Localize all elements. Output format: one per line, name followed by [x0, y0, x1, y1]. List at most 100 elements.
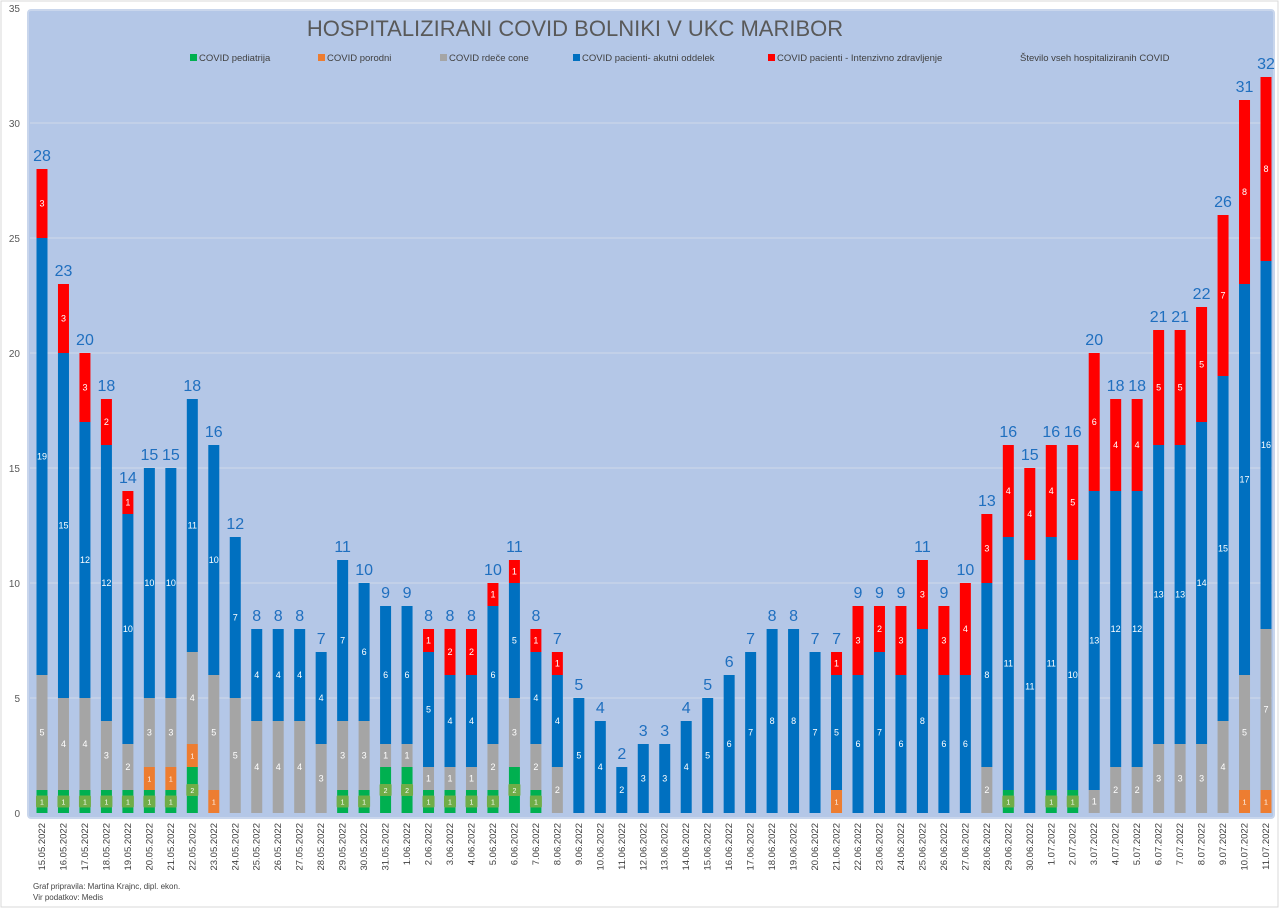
data-label-box [1066, 795, 1079, 808]
x-tick-label: 28.05.2022 [316, 823, 327, 871]
legend-label: COVID pacienti - Intenzivno zdravljenje [777, 53, 942, 64]
data-label: 2 [533, 762, 538, 772]
x-tick-label: 21.06.2022 [832, 823, 843, 871]
data-label: 14 [1197, 578, 1207, 588]
data-label: 3 [104, 751, 109, 761]
total-label: 18 [1107, 378, 1125, 395]
data-label-box [444, 795, 456, 808]
legend-marker [573, 54, 580, 61]
data-label: 1 [147, 800, 151, 807]
data-label: 10 [209, 555, 219, 565]
total-label: 18 [98, 378, 116, 395]
data-label: 11 [188, 521, 197, 531]
data-label: 2 [555, 785, 560, 795]
bar-segment [208, 445, 220, 675]
total-label: 16 [205, 424, 223, 441]
data-label: 1 [470, 800, 474, 807]
bar-segment [251, 629, 263, 721]
x-tick-label: 9.07.2022 [1218, 823, 1229, 865]
total-label: 3 [660, 723, 669, 740]
bar-segment [36, 169, 48, 238]
bar-segment [401, 744, 413, 767]
data-label: 1 [534, 800, 538, 807]
bar-segment [444, 629, 456, 675]
bar-segment [79, 422, 91, 698]
data-label: 4 [1006, 486, 1011, 496]
bar-segment [508, 583, 520, 698]
data-label-box [336, 795, 349, 808]
data-label: 5 [1199, 360, 1204, 370]
x-tick-label: 24.06.2022 [896, 823, 907, 871]
footer-source: Vir podatkov: Medis [33, 893, 104, 902]
legend-label-total: Število vseh hospitaliziranih COVID [1020, 53, 1170, 64]
x-tick-label: 29.06.2022 [1003, 823, 1014, 871]
bar-segment [165, 767, 177, 790]
data-label: 6 [941, 739, 946, 749]
data-label: 7 [1221, 291, 1226, 301]
total-label: 13 [978, 493, 996, 510]
bar-segment [1174, 330, 1186, 445]
total-label: 12 [226, 516, 244, 533]
total-label: 7 [832, 631, 841, 648]
data-label: 17 [1240, 475, 1250, 485]
data-label: 3 [340, 751, 345, 761]
x-tick-label: 4.07.2022 [1111, 823, 1122, 865]
bar-segment [165, 698, 177, 767]
x-tick-label: 25.05.2022 [252, 823, 263, 871]
data-label: 1 [83, 800, 87, 807]
bar-segment [100, 445, 112, 721]
data-label: 6 [405, 670, 410, 680]
x-tick-label: 24.05.2022 [230, 823, 241, 871]
bar-segment [143, 698, 155, 767]
data-label: 1 [104, 800, 108, 807]
x-tick-label: 13.06.2022 [660, 823, 671, 871]
data-label: 4 [190, 693, 195, 703]
bar-segment [337, 721, 349, 790]
bar-segment [659, 744, 671, 813]
bar-segment [702, 698, 714, 813]
bar-segment [165, 468, 177, 698]
data-label: 19 [37, 452, 47, 462]
bar-segment [208, 790, 220, 813]
bar-segment [380, 606, 392, 744]
total-label: 21 [1150, 309, 1168, 326]
data-label: 2 [384, 788, 388, 795]
bar-segment [272, 629, 284, 721]
data-label: 2 [1113, 785, 1118, 795]
bar-segment [1110, 491, 1122, 767]
bar-segment [1131, 491, 1143, 767]
data-label: 3 [941, 636, 946, 646]
data-label: 3 [855, 636, 860, 646]
x-tick-label: 4.06.2022 [466, 823, 477, 865]
data-label: 1 [383, 751, 388, 761]
total-label: 18 [183, 378, 201, 395]
total-label: 10 [956, 562, 974, 579]
data-label: 3 [1156, 774, 1161, 784]
y-tick-label: 20 [9, 349, 21, 360]
data-label: 11 [1025, 682, 1034, 692]
bar-segment [444, 767, 456, 790]
data-label-box [465, 795, 478, 808]
data-label: 3 [984, 544, 989, 554]
total-label: 21 [1171, 309, 1189, 326]
bar-segment [981, 767, 993, 813]
data-label: 7 [340, 636, 345, 646]
bar-segment [916, 560, 928, 629]
data-label: 6 [898, 739, 903, 749]
data-label: 8 [920, 716, 925, 726]
data-label: 13 [1175, 590, 1185, 600]
data-label: 3 [168, 728, 173, 738]
bar-segment [1260, 790, 1272, 813]
total-label: 15 [1021, 447, 1039, 464]
data-label: 5 [39, 728, 44, 738]
legend-label: COVID pacienti- akutni oddelek [582, 53, 715, 64]
data-label: 6 [727, 739, 732, 749]
bar-segment [1045, 537, 1057, 790]
data-label: 5 [576, 751, 581, 761]
x-tick-label: 3.07.2022 [1089, 823, 1100, 865]
data-label: 6 [362, 647, 367, 657]
data-label-box [121, 795, 134, 808]
bar-segment [79, 353, 91, 422]
x-tick-label: 11.07.2022 [1261, 823, 1272, 870]
data-label-box [422, 795, 435, 808]
